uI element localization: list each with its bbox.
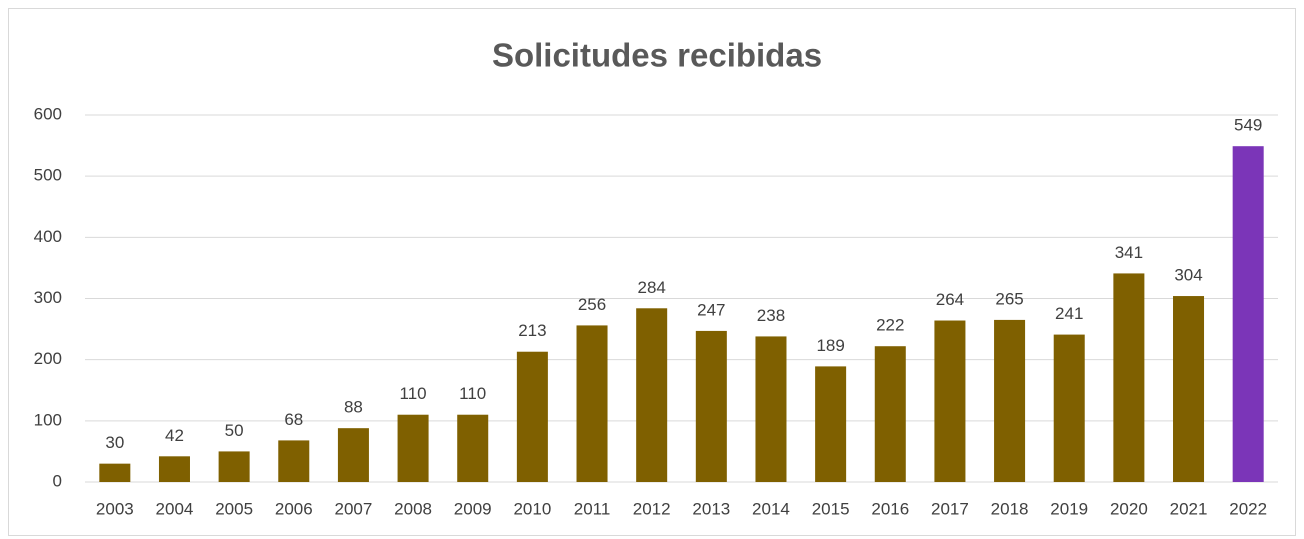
bar: [934, 320, 966, 482]
data-label: 110: [400, 384, 427, 403]
data-label: 110: [459, 384, 486, 403]
data-label: 213: [518, 321, 546, 340]
data-label: 238: [757, 306, 785, 325]
data-label: 264: [936, 290, 964, 309]
bar: [99, 463, 131, 482]
bar: [218, 451, 250, 482]
x-tick-label: 2004: [156, 499, 194, 518]
data-label: 256: [578, 295, 606, 314]
bar: [516, 351, 548, 482]
y-tick-label: 600: [34, 104, 62, 123]
bar: [457, 414, 489, 482]
data-label: 50: [225, 421, 244, 440]
x-tick-label: 2007: [335, 499, 373, 518]
bar: [397, 414, 429, 482]
x-tick-label: 2011: [574, 499, 611, 518]
x-tick-label: 2012: [633, 499, 671, 518]
data-label: 341: [1115, 243, 1143, 262]
y-tick-label: 200: [34, 349, 62, 368]
x-tick-label: 2020: [1110, 499, 1148, 518]
x-tick-label: 2022: [1229, 499, 1267, 518]
data-label: 30: [105, 433, 124, 452]
bar: [695, 330, 727, 482]
data-label: 222: [876, 316, 904, 335]
x-tick-label: 2013: [692, 499, 730, 518]
data-label: 68: [284, 410, 303, 429]
data-label: 189: [816, 336, 844, 355]
bar: [815, 366, 847, 482]
x-tick-label: 2017: [931, 499, 969, 518]
x-tick-label: 2015: [812, 499, 850, 518]
x-tick-label: 2006: [275, 499, 313, 518]
y-tick-label: 400: [34, 227, 62, 246]
y-tick-label: 100: [34, 410, 62, 429]
x-tick-label: 2003: [96, 499, 134, 518]
data-label: 247: [697, 300, 725, 319]
y-tick-label: 300: [34, 288, 62, 307]
bar: [874, 346, 906, 482]
chart-title: Solicitudes recibidas: [492, 37, 822, 74]
bar: [755, 336, 787, 482]
data-label: 549: [1234, 116, 1262, 135]
bar: [1053, 334, 1085, 482]
bar: [278, 440, 310, 482]
y-tick-label: 0: [53, 471, 62, 490]
bar: [1113, 273, 1145, 482]
x-tick-label: 2018: [991, 499, 1029, 518]
x-tick-label: 2014: [752, 499, 790, 518]
bar: [158, 456, 190, 482]
data-label: 241: [1055, 304, 1083, 323]
data-label: 42: [165, 426, 184, 445]
x-tick-label: 2010: [513, 499, 551, 518]
x-tick-label: 2005: [215, 499, 253, 518]
bar: [1173, 296, 1205, 482]
x-tick-label: 2009: [454, 499, 492, 518]
data-label: 88: [344, 398, 363, 417]
bar: [576, 325, 608, 482]
x-tick-label: 2021: [1170, 499, 1208, 518]
y-tick-label: 500: [34, 166, 62, 185]
x-tick-label: 2019: [1050, 499, 1088, 518]
data-label: 265: [995, 289, 1023, 308]
bar: [994, 319, 1026, 482]
x-tick-label: 2016: [871, 499, 909, 518]
bar: [636, 308, 668, 482]
data-label: 284: [637, 278, 665, 297]
bar: [1232, 146, 1264, 482]
data-label: 304: [1174, 266, 1202, 285]
bar: [337, 428, 369, 482]
x-tick-label: 2008: [394, 499, 432, 518]
